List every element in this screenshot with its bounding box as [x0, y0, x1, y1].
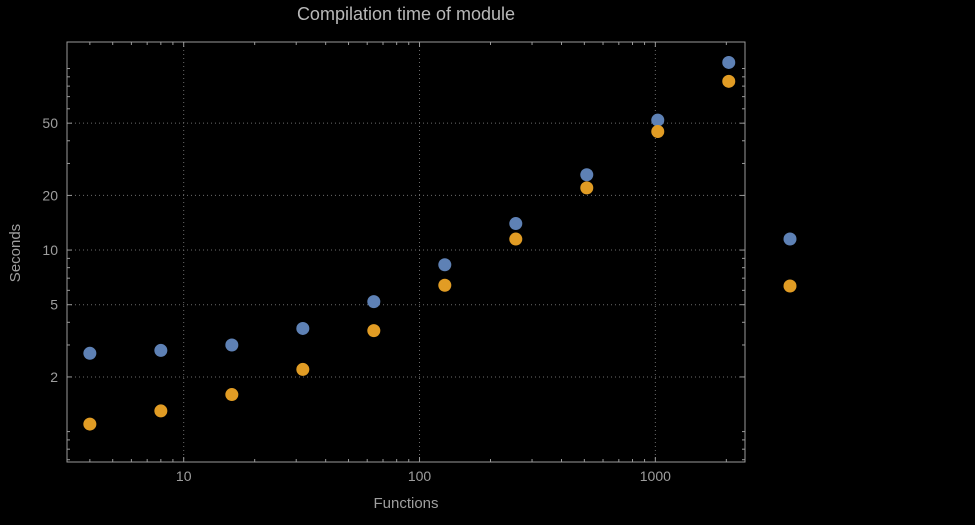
data-point-series-2: [154, 404, 168, 418]
data-point-series-2: [580, 181, 594, 195]
y-tick-label: 20: [42, 187, 58, 203]
x-axis-label: Functions: [373, 495, 439, 512]
data-point-series-2: [83, 417, 97, 431]
data-point-series-2: [296, 362, 310, 376]
data-point-series-1: [509, 217, 523, 231]
data-point-series-1: [225, 338, 239, 352]
legend-marker-series-2: [783, 279, 797, 293]
chart-title: Compilation time of module: [296, 4, 516, 24]
legend-marker-series-1: [783, 232, 797, 246]
y-tick-label: 5: [50, 297, 58, 313]
data-point-series-1: [83, 346, 97, 360]
y-tick-label: 10: [42, 242, 58, 258]
data-point-series-1: [580, 168, 594, 182]
data-point-series-2: [225, 388, 239, 402]
data-point-series-1: [722, 55, 736, 69]
y-axis-label: Seconds: [7, 223, 24, 283]
data-point-series-2: [722, 74, 736, 88]
x-tick-label: 100: [408, 468, 432, 484]
data-point-series-2: [651, 124, 665, 138]
data-point-series-1: [296, 321, 310, 335]
data-point-series-1: [367, 295, 381, 309]
data-point-series-1: [651, 113, 665, 127]
y-tick-label: 2: [50, 369, 58, 385]
y-tick-label: 50: [42, 115, 58, 131]
x-tick-label: 1000: [640, 468, 671, 484]
data-point-series-2: [438, 278, 452, 292]
data-point-series-1: [438, 258, 452, 272]
plot-frame: [66, 41, 746, 463]
data-point-series-2: [367, 324, 381, 338]
x-tick-label: 10: [176, 468, 192, 484]
data-point-series-2: [509, 232, 523, 246]
data-point-series-1: [154, 343, 168, 357]
